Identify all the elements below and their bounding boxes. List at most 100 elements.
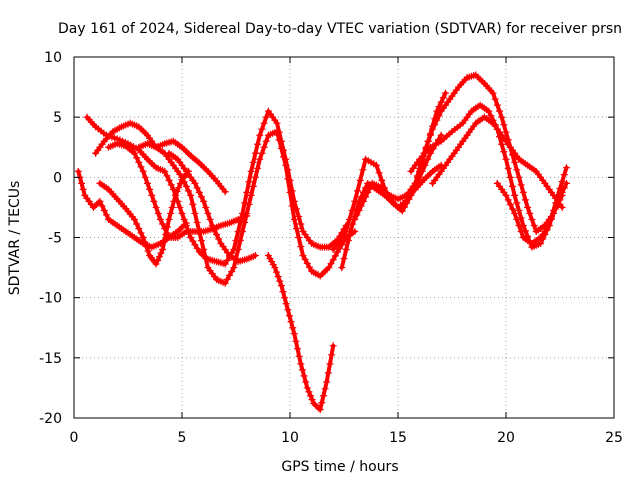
data-point <box>530 221 538 229</box>
data-point <box>273 268 280 276</box>
data-point <box>170 197 178 205</box>
data-point <box>228 267 236 275</box>
data-point <box>163 172 171 180</box>
data-point <box>221 260 229 268</box>
data-point <box>191 209 199 217</box>
data-point <box>167 209 175 217</box>
y-tick-label: 0 <box>53 170 62 186</box>
x-tick-label: 25 <box>605 430 623 446</box>
data-point <box>411 179 419 187</box>
series-track-02 <box>92 119 359 287</box>
data-point <box>221 279 229 287</box>
data-point <box>297 360 305 368</box>
data-point <box>143 179 151 187</box>
data-point <box>210 226 218 234</box>
data-point <box>234 246 242 254</box>
data-point <box>286 188 294 196</box>
data-point <box>413 172 421 180</box>
data-point <box>498 113 506 121</box>
series-track-14 <box>429 113 566 211</box>
data-point <box>155 253 163 261</box>
data-point <box>328 351 336 359</box>
data-point <box>508 205 516 213</box>
data-point <box>292 337 300 345</box>
data-point <box>437 131 445 139</box>
x-tick-label: 15 <box>389 430 407 446</box>
data-point <box>552 199 560 207</box>
data-point <box>295 352 303 360</box>
data-point <box>305 388 313 396</box>
data-point <box>141 173 149 181</box>
data-point <box>137 163 145 171</box>
data-point <box>284 175 292 183</box>
data-point <box>266 255 274 263</box>
axis-ticks: 0 5 10 15 20 25 -20 -15 -10 -5 0 5 10 <box>39 50 623 446</box>
data-point <box>290 330 298 338</box>
data-point <box>524 203 532 211</box>
data-point <box>511 191 519 199</box>
data-point <box>429 125 437 133</box>
data-point <box>506 173 514 181</box>
data-point <box>316 406 324 414</box>
data-point <box>515 221 523 229</box>
data-point <box>204 209 212 217</box>
data-point <box>176 180 184 188</box>
data-point <box>193 184 201 192</box>
y-axis-label: SDTVAR / TECUs <box>7 181 23 296</box>
data-point <box>500 148 508 156</box>
data-point <box>349 220 357 228</box>
data-point <box>223 275 231 283</box>
data-point <box>168 203 176 211</box>
data-point <box>294 345 302 353</box>
data-point <box>355 206 363 214</box>
data-point <box>554 191 562 199</box>
data-point <box>161 167 169 175</box>
series-track-11 <box>351 161 445 223</box>
data-point <box>182 219 190 227</box>
data-point <box>288 202 296 210</box>
data-point <box>247 167 255 175</box>
data-point <box>295 234 303 241</box>
data-point <box>303 259 311 267</box>
data-point <box>251 149 259 157</box>
data-point <box>311 401 319 409</box>
data-point <box>517 181 525 189</box>
data-point <box>313 403 321 411</box>
data-point <box>502 128 510 136</box>
data-point <box>184 187 192 195</box>
data-point <box>264 252 272 260</box>
data-point <box>271 264 279 272</box>
data-point <box>292 224 300 232</box>
data-point <box>301 255 309 263</box>
data-point <box>273 119 281 127</box>
data-point <box>226 271 234 279</box>
data-point <box>498 140 506 148</box>
data-point <box>342 246 350 254</box>
y-tick-label: 5 <box>53 110 62 126</box>
data-point <box>326 360 334 368</box>
data-point <box>433 116 441 124</box>
data-point <box>521 227 529 235</box>
data-point <box>154 209 162 217</box>
data-point <box>513 166 521 174</box>
data-point <box>331 252 339 260</box>
data-point <box>506 200 514 208</box>
data-point <box>305 263 313 271</box>
data-point <box>513 199 521 207</box>
data-point <box>307 392 315 400</box>
x-tick-label: 20 <box>497 430 515 446</box>
data-point <box>356 176 364 184</box>
data-point <box>285 312 293 320</box>
data-point <box>160 238 168 246</box>
x-tick-label: 10 <box>281 430 299 446</box>
data-point <box>315 404 323 412</box>
data-point <box>251 173 259 181</box>
data-point <box>439 94 447 102</box>
data-point <box>276 277 284 285</box>
data-point <box>141 238 149 246</box>
data-point <box>172 191 180 199</box>
data-point <box>324 369 332 377</box>
data-point <box>334 248 342 256</box>
data-point <box>297 220 305 228</box>
data-point <box>340 255 348 263</box>
